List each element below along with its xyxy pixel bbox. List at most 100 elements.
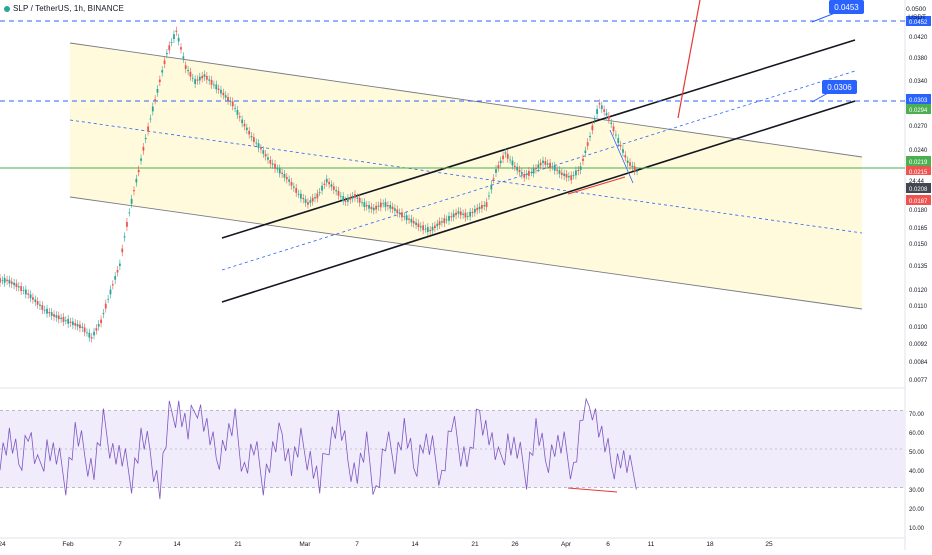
candle-body [53, 314, 55, 317]
candle-body [417, 223, 420, 228]
candle-body [32, 297, 34, 300]
candle-body [466, 215, 469, 217]
candle-body [57, 315, 60, 320]
candle-body [528, 170, 530, 176]
ascending-channel-upper [221, 39, 856, 239]
price-tag-label: 0.0294 [909, 108, 928, 114]
candle-body [0, 277, 1, 283]
candle-body [114, 276, 117, 280]
candle-body [142, 147, 145, 151]
candle-body [633, 166, 636, 172]
candle-body [405, 215, 408, 221]
candle-body [76, 324, 79, 327]
candle-body [471, 211, 474, 214]
candle-body [257, 143, 260, 149]
candle-body [535, 168, 537, 170]
callout-0306-box [822, 80, 857, 94]
candle-body [118, 263, 121, 267]
candle-body [593, 119, 596, 121]
candle-body [445, 219, 448, 221]
price-tick-label: 0.0340 [909, 79, 928, 85]
candle-body [591, 125, 594, 131]
candle-body [109, 289, 112, 295]
candle-body [95, 328, 98, 331]
candle-body [271, 163, 274, 165]
candle-body [297, 193, 300, 195]
price-tag-label: 0.0452 [909, 20, 928, 26]
price-tag-box [906, 195, 931, 205]
rsi-tick-label: 70.00 [909, 412, 925, 418]
time-tick-label: 14 [173, 541, 181, 548]
candle-body [410, 218, 413, 223]
time-tick-label: 21 [234, 541, 242, 548]
candle-body [553, 165, 556, 171]
candle-body [520, 172, 523, 175]
symbol-title: SLP / TetherUS, 1h, BINANCE [13, 4, 124, 13]
candle-body [332, 186, 335, 190]
candle-body [509, 159, 512, 161]
price-tick-label: 0.0240 [909, 148, 928, 154]
callout-0453-box [829, 0, 864, 14]
candle-body [455, 212, 457, 216]
live-status-icon [4, 5, 10, 12]
candle-body [485, 202, 488, 208]
time-tick-label: 7 [355, 541, 359, 548]
candle-body [530, 172, 533, 173]
candle-body [349, 197, 352, 200]
price-tick-label: 0.0180 [909, 208, 928, 214]
candle-body [438, 221, 441, 225]
candle-body [631, 165, 634, 167]
candle-body [248, 130, 251, 135]
candle-body [210, 79, 213, 85]
price-tick-label: 0.0135 [909, 264, 928, 270]
candle-body [473, 208, 476, 213]
candle-body [377, 205, 380, 207]
candle-body [469, 211, 472, 217]
candle-body [476, 207, 479, 211]
candle-body [295, 188, 298, 193]
price-tag-box [906, 16, 931, 26]
candle-body [116, 270, 119, 273]
candle-body [292, 186, 295, 188]
candle-body [250, 135, 253, 138]
candle-body [598, 103, 601, 105]
time-tick-label: 7 [118, 541, 122, 548]
candle-body [351, 196, 354, 199]
candle-body [321, 185, 323, 191]
candle-body [17, 286, 20, 288]
candle-body [102, 312, 105, 315]
price-divergence-line [567, 176, 626, 195]
candle-body [431, 226, 434, 231]
candle-body [196, 79, 199, 81]
candle-body [542, 160, 544, 164]
candle-body [208, 79, 211, 81]
candle-body [231, 101, 234, 107]
rsi-tick-label: 10.00 [909, 526, 925, 532]
candle-body [224, 95, 227, 98]
candle-body [100, 319, 102, 324]
candle-body [433, 225, 436, 229]
candle-body [175, 30, 178, 32]
candle-body [149, 118, 152, 120]
price-axis-panel [905, 0, 932, 550]
candle-body [34, 299, 37, 302]
candle-body [241, 119, 244, 124]
rsi-line [0, 397, 637, 500]
candle-body [577, 169, 580, 172]
candle-body [50, 312, 53, 316]
candle-body [173, 34, 175, 40]
candle-body [97, 324, 100, 327]
candle-body [403, 216, 406, 218]
candle-body [499, 160, 502, 164]
candle-body [579, 166, 582, 171]
candle-body [408, 218, 410, 220]
candle-body [422, 225, 425, 231]
candle-body [549, 162, 551, 168]
candle-body [419, 226, 422, 228]
candle-body [267, 157, 269, 160]
rsi-tick-label: 50.00 [909, 450, 925, 456]
price-tag-label: 0.0187 [909, 199, 928, 205]
candle-body [262, 150, 265, 154]
